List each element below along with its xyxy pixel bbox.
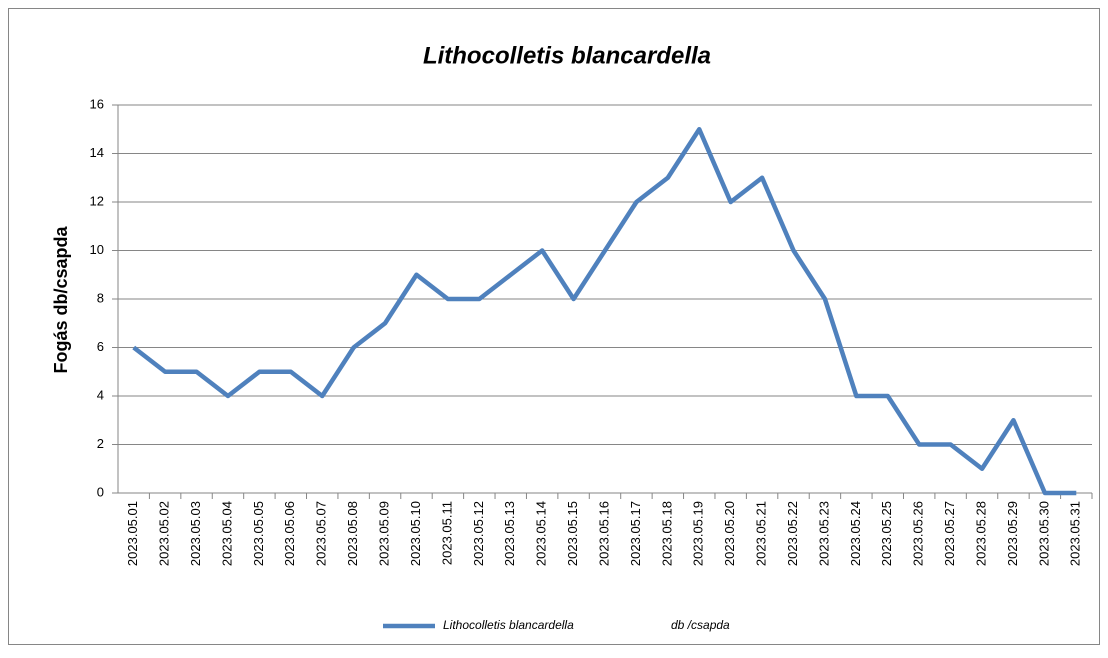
x-tick-label: 2023.05.03	[188, 501, 203, 566]
chart-title: Lithocolletis blancardella	[423, 42, 711, 69]
legend-unit: db /csapda	[671, 618, 730, 632]
x-tick-label: 2023.05.19	[691, 501, 706, 566]
y-tick-label: 6	[97, 339, 104, 354]
x-tick-label: 2023.05.31	[1068, 501, 1083, 566]
x-tick-label: 2023.05.02	[157, 501, 172, 566]
x-tick-label: 2023.05.30	[1036, 501, 1051, 566]
x-tick-label: 2023.05.27	[942, 501, 957, 566]
x-tick-label: 2023.05.12	[471, 501, 486, 566]
x-tick-label: 2023.05.14	[534, 501, 549, 566]
y-tick-label: 12	[90, 193, 104, 208]
y-tick-label: 0	[97, 484, 104, 499]
x-tick-label: 2023.05.08	[345, 501, 360, 566]
x-tick-label: 2023.05.01	[125, 501, 140, 566]
x-tick-label: 2023.05.09	[377, 501, 392, 566]
x-tick-label: 2023.05.06	[282, 501, 297, 566]
x-tick-label: 2023.05.17	[628, 501, 643, 566]
y-tick-label: 10	[90, 242, 104, 257]
y-tick-label: 4	[97, 387, 104, 402]
x-tick-label: 2023.05.24	[848, 501, 863, 566]
y-axis-label: Fogás db/csapda	[51, 226, 71, 374]
chart-border	[8, 8, 1100, 645]
x-tick-label: 2023.05.11	[439, 501, 454, 565]
y-tick-label: 16	[90, 96, 104, 111]
x-tick-label: 2023.05.18	[659, 501, 674, 566]
x-tick-label: 2023.05.15	[565, 501, 580, 566]
x-tick-label: 2023.05.16	[596, 501, 611, 566]
x-tick-label: 2023.05.22	[785, 501, 800, 566]
legend-label: Lithocolletis blancardella	[443, 618, 574, 632]
x-tick-label: 2023.05.23	[816, 501, 831, 566]
x-tick-label: 2023.05.07	[314, 501, 329, 566]
x-tick-label: 2023.05.10	[408, 501, 423, 566]
x-tick-label: 2023.05.29	[1005, 501, 1020, 566]
y-tick-label: 8	[97, 290, 104, 305]
y-tick-label: 14	[90, 145, 104, 160]
x-tick-label: 2023.05.20	[722, 501, 737, 566]
y-tick-label: 2	[97, 436, 104, 451]
x-tick-label: 2023.05.28	[973, 501, 988, 566]
x-tick-label: 2023.05.04	[219, 501, 234, 566]
x-tick-label: 2023.05.05	[251, 501, 266, 566]
x-tick-label: 2023.05.21	[754, 501, 769, 566]
x-tick-label: 2023.05.25	[879, 501, 894, 566]
series-line	[132, 127, 1077, 496]
x-tick-label: 2023.05.26	[911, 501, 926, 566]
x-tick-label: 2023.05.13	[502, 501, 517, 566]
